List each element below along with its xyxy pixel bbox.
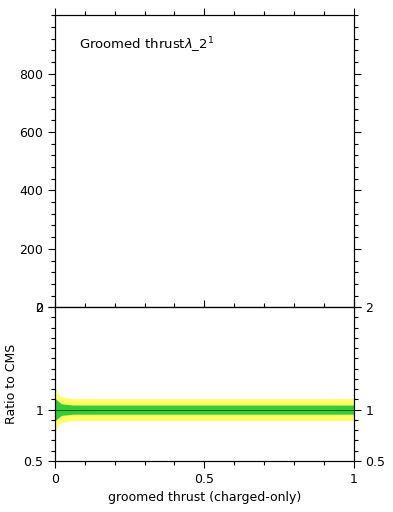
Y-axis label: Ratio to CMS: Ratio to CMS <box>5 344 18 424</box>
Text: Groomed thrust$\lambda\_2^1$: Groomed thrust$\lambda\_2^1$ <box>79 36 214 55</box>
X-axis label: groomed thrust (charged-only): groomed thrust (charged-only) <box>108 491 301 504</box>
